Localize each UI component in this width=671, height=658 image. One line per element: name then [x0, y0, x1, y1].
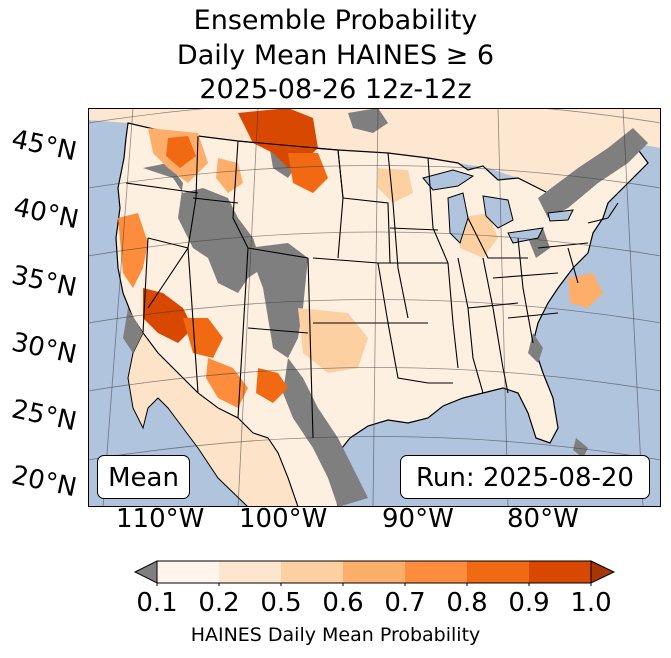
- lat-label-35: 35°N: [8, 260, 80, 304]
- colorbar-label: HAINES Daily Mean Probability: [190, 624, 481, 646]
- lat-label-25: 25°N: [8, 394, 80, 438]
- colorbar-segment: [405, 561, 467, 583]
- colorbar-segment: [467, 561, 529, 583]
- lon-label-80: 80°W: [507, 504, 579, 534]
- colorbar-tick: 0.7: [384, 588, 426, 618]
- lon-label-100: 100°W: [239, 504, 328, 534]
- colorbar-tick: 0.6: [322, 588, 364, 618]
- graticule: [88, 108, 661, 507]
- lat-label-40: 40°N: [10, 192, 82, 236]
- colorbar-tick: 1.0: [570, 588, 612, 618]
- great-lakes: [422, 169, 574, 244]
- colorbar-tick: 0.8: [446, 588, 488, 618]
- colorbar-segment: [343, 561, 405, 583]
- lon-label-110: 110°W: [116, 504, 205, 534]
- colorbar-tick: 0.9: [508, 588, 550, 618]
- probability-regions: [118, 108, 603, 408]
- canada-land: [88, 108, 661, 198]
- colorbar-tick: 0.5: [260, 588, 302, 618]
- title-line-2: Daily Mean HAINES ≥ 6: [176, 40, 495, 71]
- mexico-land: [127, 332, 299, 507]
- colorbar: [134, 560, 616, 586]
- lat-label-20: 20°N: [8, 460, 80, 504]
- lat-label-30: 30°N: [8, 327, 80, 371]
- title-line-3: 2025-08-26 12z-12z: [199, 74, 472, 105]
- colorbar-tick: 0.2: [198, 588, 240, 618]
- lat-label-45: 45°N: [8, 124, 80, 168]
- colorbar-over-extension: [590, 560, 616, 584]
- lon-label-90: 90°W: [382, 504, 454, 534]
- colorbar-segment: [219, 561, 281, 583]
- run-date-box: Run: 2025-08-20: [400, 455, 650, 499]
- colorbar-outline: [156, 560, 592, 584]
- colorbar-segment: [157, 561, 219, 583]
- colorbar-segment: [281, 561, 343, 583]
- colorbar-under-extension: [134, 560, 158, 584]
- mean-label-box: Mean: [97, 455, 190, 499]
- probability-map: [88, 108, 661, 507]
- title-line-1: Ensemble Probability: [193, 5, 478, 36]
- colorbar-segment: [529, 561, 591, 583]
- colorbar-tick: 0.1: [136, 588, 178, 618]
